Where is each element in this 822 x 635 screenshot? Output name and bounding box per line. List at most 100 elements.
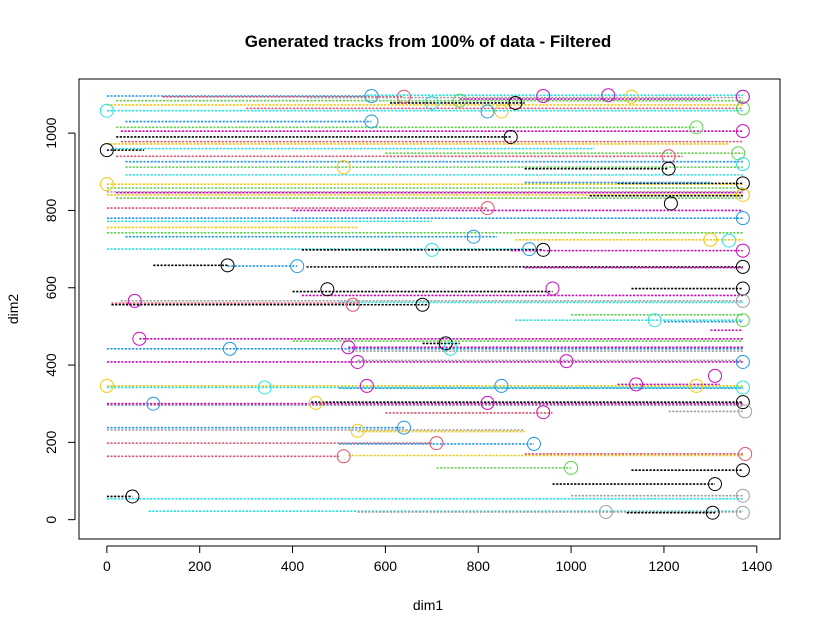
track-end-marker (350, 423, 365, 438)
track-end-marker (735, 380, 750, 395)
track-end-marker (661, 161, 676, 176)
track-end-marker (559, 354, 574, 369)
track-end-marker (526, 436, 541, 451)
track-end-marker (220, 258, 235, 273)
x-tick-label: 1400 (741, 558, 772, 574)
markers-layer (99, 88, 753, 520)
track-end-marker (494, 378, 509, 393)
track-end-marker (424, 242, 439, 257)
x-axis: 0 200 400 600 800 1000 1200 1400 (103, 545, 773, 574)
track-end-marker (503, 129, 518, 144)
track-end-marker (601, 88, 616, 103)
track-end-marker (735, 313, 750, 328)
track-end-marker (466, 229, 481, 244)
track-end-marker (735, 157, 750, 172)
track-end-marker (364, 114, 379, 129)
track-end-marker (708, 477, 723, 492)
track-end-marker (508, 95, 523, 110)
track-end-marker (452, 93, 467, 108)
y-tick-label: 600 (43, 276, 59, 300)
track-end-marker (735, 505, 750, 520)
track-end-marker (443, 341, 458, 356)
track-end-marker (132, 331, 147, 346)
track-end-marker (735, 101, 750, 116)
track-end-marker (735, 395, 750, 410)
track-end-marker (735, 463, 750, 478)
track-end-marker (480, 395, 495, 410)
track-end-marker (735, 488, 750, 503)
track-end-marker (536, 405, 551, 420)
track-end-marker (735, 243, 750, 258)
y-tick-label: 400 (43, 353, 59, 377)
track-end-marker (480, 104, 495, 119)
track-end-marker (429, 436, 444, 451)
track-end-marker (359, 378, 374, 393)
track-end-marker (735, 187, 750, 202)
track-end-marker (494, 104, 509, 119)
track-end-marker (345, 297, 360, 312)
track-end-marker (396, 89, 411, 104)
track-end-marker (629, 377, 644, 392)
x-tick-label: 1000 (556, 558, 587, 574)
y-tick-label: 1000 (43, 117, 59, 148)
track-end-marker (735, 176, 750, 191)
track-end-marker (257, 380, 272, 395)
track-end-marker (336, 449, 351, 464)
track-end-marker (624, 89, 639, 104)
track-end-marker (308, 395, 323, 410)
track-end-marker (320, 282, 335, 297)
track-end-marker (99, 143, 114, 158)
track-end-marker (721, 233, 736, 248)
track-end-marker (735, 293, 750, 308)
track-end-marker (341, 340, 356, 355)
tracks-layer (106, 94, 743, 514)
y-tick-label: 200 (43, 430, 59, 454)
track-end-marker (598, 504, 613, 519)
chart-title: Generated tracks from 100% of data - Fil… (245, 32, 612, 51)
track-end-marker (222, 341, 237, 356)
track-end-marker (738, 446, 753, 461)
x-tick-label: 800 (467, 558, 491, 574)
track-end-marker (663, 196, 678, 211)
track-end-marker (661, 149, 676, 164)
track-end-marker (735, 124, 750, 139)
track-end-marker (735, 281, 750, 296)
track-end-marker (290, 259, 305, 274)
x-tick-label: 400 (281, 558, 305, 574)
track-end-marker (480, 201, 495, 216)
track-end-marker (350, 354, 365, 369)
track-end-marker (536, 242, 551, 257)
plot-frame (78, 78, 781, 540)
track-end-marker (735, 259, 750, 274)
x-tick-label: 200 (188, 558, 212, 574)
track-end-marker (415, 297, 430, 312)
x-tick-label: 0 (103, 558, 111, 574)
track-end-marker (738, 404, 753, 419)
x-tick-label: 600 (374, 558, 398, 574)
x-axis-label: dim1 (413, 597, 444, 613)
track-end-marker (735, 89, 750, 104)
track-end-marker (735, 211, 750, 226)
track-end-marker (438, 336, 453, 351)
track-end-marker (689, 120, 704, 135)
track-end-marker (708, 368, 723, 383)
y-tick-label: 800 (43, 199, 59, 223)
track-end-marker (703, 232, 718, 247)
track-end-marker (424, 95, 439, 110)
track-end-marker (705, 505, 720, 520)
track-end-marker (99, 103, 114, 118)
track-end-marker (396, 420, 411, 435)
track-end-marker (336, 160, 351, 175)
track-end-marker (127, 293, 142, 308)
track-end-marker (536, 89, 551, 104)
track-end-marker (99, 378, 114, 393)
track-end-marker (99, 177, 114, 192)
track-end-marker (522, 242, 537, 257)
track-end-marker (647, 313, 662, 328)
track-end-marker (545, 281, 560, 296)
y-axis: 0 200 400 600 800 1000 (43, 117, 76, 524)
track-end-marker (735, 354, 750, 369)
track-end-marker (364, 89, 379, 104)
track-end-marker (125, 489, 140, 504)
